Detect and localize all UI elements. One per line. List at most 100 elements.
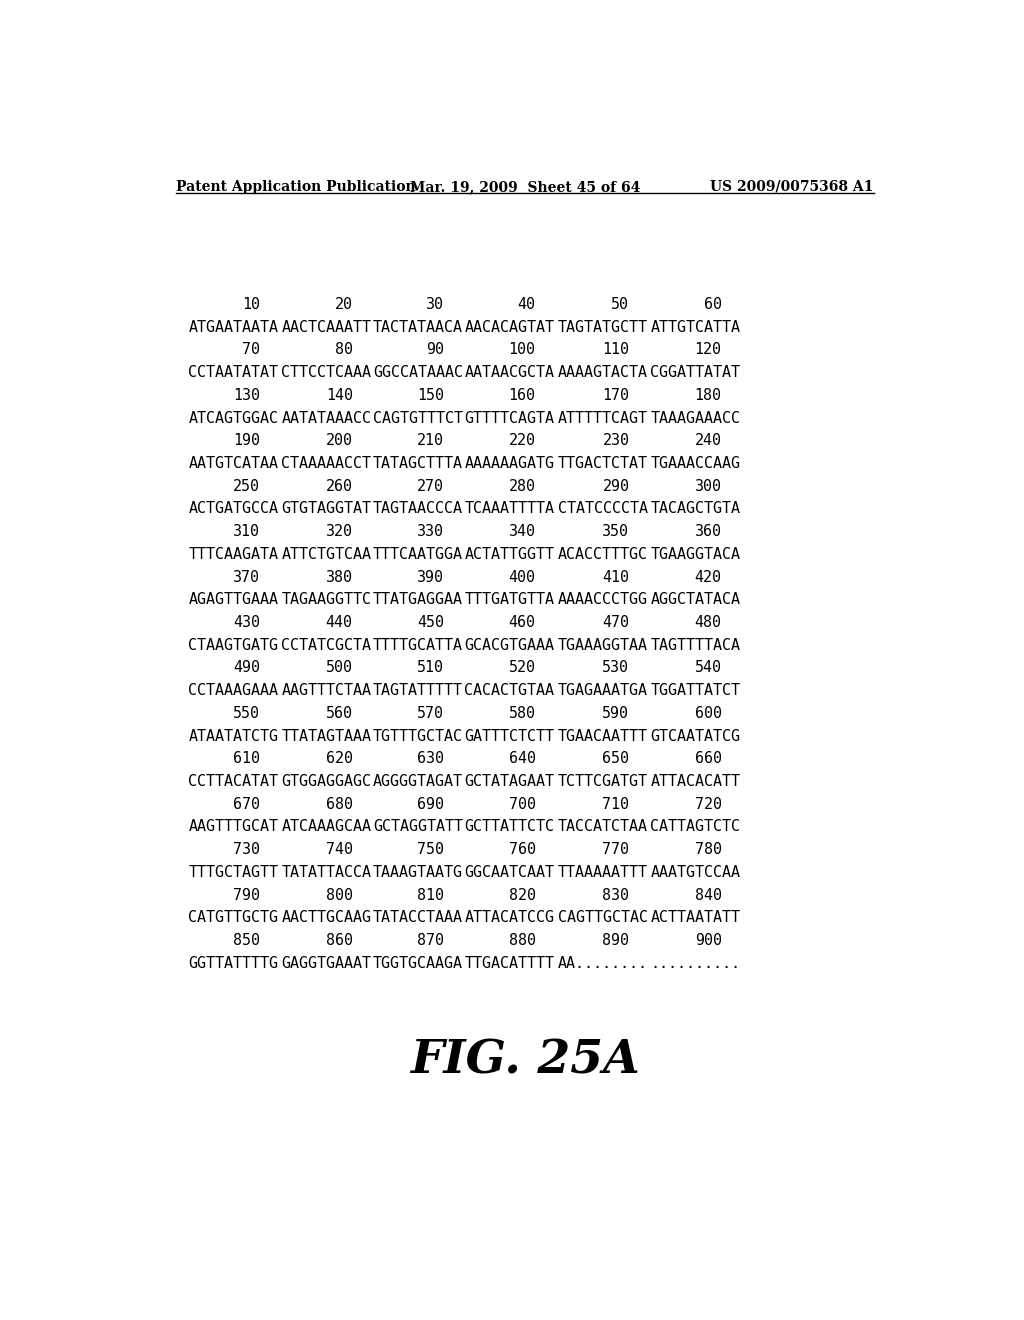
Text: 500: 500 [326,660,352,676]
Text: 720: 720 [694,797,722,812]
Text: ATAATATCTG: ATAATATCTG [188,729,279,743]
Text: 490: 490 [232,660,260,676]
Text: GCTTATTCTC: GCTTATTCTC [464,820,554,834]
Text: ACTGATGCCA: ACTGATGCCA [188,502,279,516]
Text: CAGTTGCTAC: CAGTTGCTAC [558,911,648,925]
Text: TCTTCGATGT: TCTTCGATGT [558,774,648,789]
Text: ACTTAATATT: ACTTAATATT [650,911,740,925]
Text: GGTTATTTTG: GGTTATTTTG [188,956,279,970]
Text: AAAAAAGATG: AAAAAAGATG [464,455,554,471]
Text: 540: 540 [694,660,722,676]
Text: ATTACACATT: ATTACACATT [650,774,740,789]
Text: 510: 510 [417,660,444,676]
Text: 150: 150 [417,388,444,403]
Text: TTTGATGTTA: TTTGATGTTA [464,593,554,607]
Text: 530: 530 [602,660,630,676]
Text: 880: 880 [509,933,536,948]
Text: TACAGCTGTA: TACAGCTGTA [650,502,740,516]
Text: TCAAATTTTA: TCAAATTTTA [464,502,554,516]
Text: ATTTTTCAGT: ATTTTTCAGT [558,411,648,425]
Text: CTAAAAACCT: CTAAAAACCT [282,455,372,471]
Text: 130: 130 [232,388,260,403]
Text: 350: 350 [602,524,630,539]
Text: 570: 570 [417,706,444,721]
Text: TAGTTTTACA: TAGTTTTACA [650,638,740,652]
Text: 100: 100 [509,342,536,358]
Text: TATAGCTTTA: TATAGCTTTA [373,455,463,471]
Text: 610: 610 [232,751,260,767]
Text: CGGATTATAT: CGGATTATAT [650,366,740,380]
Text: 410: 410 [602,570,630,585]
Text: TTTCAAGATA: TTTCAAGATA [188,546,279,562]
Text: TGAGAAATGA: TGAGAAATGA [558,684,648,698]
Text: CCTATCGCTA: CCTATCGCTA [282,638,372,652]
Text: CCTAAAGAAA: CCTAAAGAAA [188,684,279,698]
Text: TTGACATTTT: TTGACATTTT [464,956,554,970]
Text: 300: 300 [694,479,722,494]
Text: 680: 680 [326,797,352,812]
Text: AACTTGCAAG: AACTTGCAAG [282,911,372,925]
Text: 840: 840 [694,887,722,903]
Text: CAGTGTTTCT: CAGTGTTTCT [373,411,463,425]
Text: AATATAAACC: AATATAAACC [282,411,372,425]
Text: TAGTAACCCA: TAGTAACCCA [373,502,463,516]
Text: 820: 820 [509,887,536,903]
Text: TGGTGCAAGA: TGGTGCAAGA [373,956,463,970]
Text: 450: 450 [417,615,444,630]
Text: AATGTCATAA: AATGTCATAA [188,455,279,471]
Text: AAAACCCTGG: AAAACCCTGG [558,593,648,607]
Text: 270: 270 [417,479,444,494]
Text: TATACCTAAA: TATACCTAAA [373,911,463,925]
Text: 10: 10 [242,297,260,312]
Text: 580: 580 [509,706,536,721]
Text: 390: 390 [417,570,444,585]
Text: 180: 180 [694,388,722,403]
Text: FIG. 25A: FIG. 25A [410,1038,640,1084]
Text: AAGTTTCTAA: AAGTTTCTAA [282,684,372,698]
Text: 30: 30 [426,297,444,312]
Text: 160: 160 [509,388,536,403]
Text: 20: 20 [335,297,352,312]
Text: ACTATTGGTT: ACTATTGGTT [464,546,554,562]
Text: 520: 520 [509,660,536,676]
Text: 660: 660 [694,751,722,767]
Text: 640: 640 [509,751,536,767]
Text: GTGTAGGTAT: GTGTAGGTAT [282,502,372,516]
Text: TAAAGTAATG: TAAAGTAATG [373,865,463,880]
Text: 470: 470 [602,615,630,630]
Text: 170: 170 [602,388,630,403]
Text: 380: 380 [326,570,352,585]
Text: 730: 730 [232,842,260,857]
Text: TACTATAACA: TACTATAACA [373,319,463,335]
Text: 650: 650 [602,751,630,767]
Text: TGTTTGCTAC: TGTTTGCTAC [373,729,463,743]
Text: 430: 430 [232,615,260,630]
Text: 860: 860 [326,933,352,948]
Text: CCTTACATAT: CCTTACATAT [188,774,279,789]
Text: 360: 360 [694,524,722,539]
Text: 370: 370 [232,570,260,585]
Text: TTTGCTAGTT: TTTGCTAGTT [188,865,279,880]
Text: AA........: AA........ [558,956,648,970]
Text: 320: 320 [326,524,352,539]
Text: 480: 480 [694,615,722,630]
Text: GATTTCTCTT: GATTTCTCTT [464,729,554,743]
Text: AGAGTTGAAA: AGAGTTGAAA [188,593,279,607]
Text: AATAACGCTA: AATAACGCTA [464,366,554,380]
Text: 330: 330 [417,524,444,539]
Text: GTCAATATCG: GTCAATATCG [650,729,740,743]
Text: US 2009/0075368 A1: US 2009/0075368 A1 [711,180,873,194]
Text: 870: 870 [417,933,444,948]
Text: GGCCATAAAC: GGCCATAAAC [373,366,463,380]
Text: AGGGGTAGAT: AGGGGTAGAT [373,774,463,789]
Text: 710: 710 [602,797,630,812]
Text: TTTTGCATTA: TTTTGCATTA [373,638,463,652]
Text: 310: 310 [232,524,260,539]
Text: ACACCTTTGC: ACACCTTTGC [558,546,648,562]
Text: 760: 760 [509,842,536,857]
Text: TGAAGGTACA: TGAAGGTACA [650,546,740,562]
Text: TGGATTATCT: TGGATTATCT [650,684,740,698]
Text: 400: 400 [509,570,536,585]
Text: 740: 740 [326,842,352,857]
Text: AAAAGTACTA: AAAAGTACTA [558,366,648,380]
